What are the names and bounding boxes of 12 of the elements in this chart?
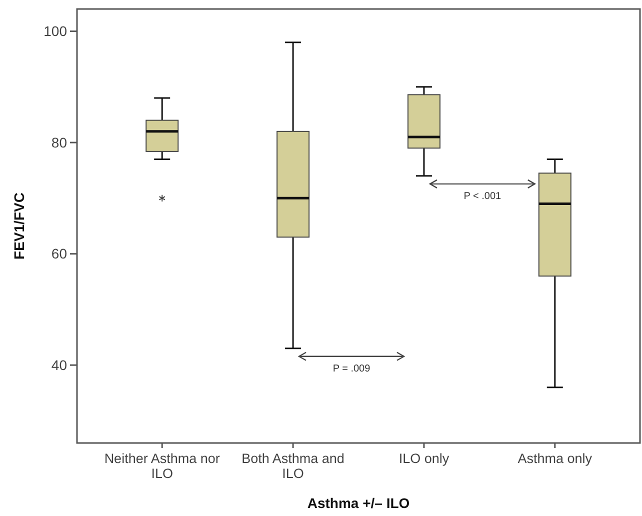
x-tick-label: ILO only	[398, 451, 450, 466]
annotation: P < .001	[464, 190, 502, 202]
x-tick-label: Both Asthma and ILO	[242, 451, 344, 481]
x-tick-label: Neither Asthma nor ILO	[104, 451, 220, 481]
y-tick-label: 100	[44, 23, 68, 40]
y-tick-label: 60	[51, 246, 68, 262]
x-axis-title: Asthma +/– ILO	[307, 495, 410, 511]
x-tick-label: Asthma only	[518, 451, 592, 466]
annotation: P = .009	[332, 363, 371, 374]
y-tick-label: 40	[51, 357, 68, 374]
y-axis-title: FEV1/FVC	[11, 192, 27, 260]
y-tick-label: 80	[51, 134, 68, 150]
